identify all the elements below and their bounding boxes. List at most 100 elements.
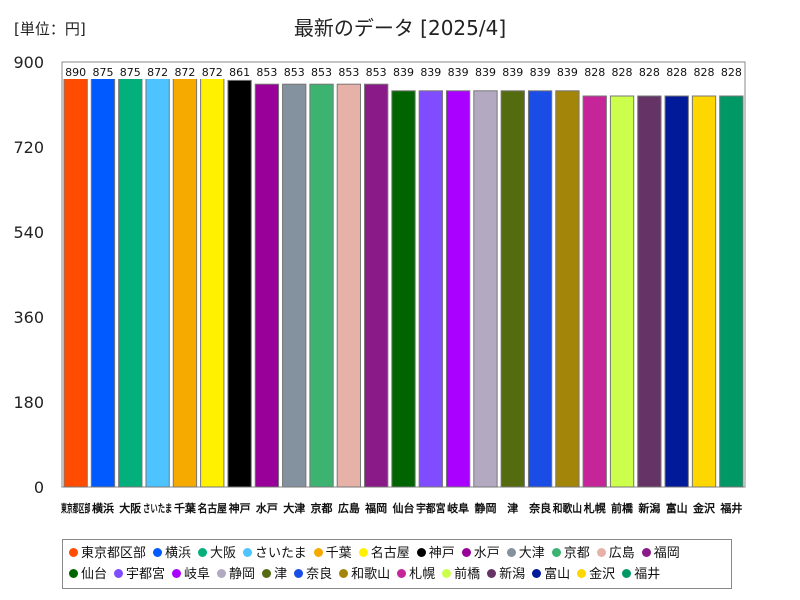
data-label-bg xyxy=(63,63,89,79)
data-label: 853 xyxy=(284,66,305,79)
x-tick-label: 名古屋 xyxy=(198,501,227,515)
x-tick-label: 千葉 xyxy=(174,501,197,515)
legend-marker xyxy=(442,569,452,578)
y-tick-label: 180 xyxy=(13,393,44,412)
legend-marker xyxy=(69,548,78,557)
legend-item: 水戸 xyxy=(461,543,500,564)
legend-marker xyxy=(461,548,471,557)
data-label-bg xyxy=(636,63,663,79)
bar-12 xyxy=(391,90,416,488)
bar-7 xyxy=(254,83,280,488)
x-tick-label: 広島 xyxy=(338,501,360,515)
bar-24 xyxy=(719,95,744,488)
y-tick-label: 540 xyxy=(13,223,44,242)
legend-label: 津 xyxy=(274,567,288,582)
legend-label: 広島 xyxy=(608,546,635,561)
legend-marker xyxy=(294,569,304,578)
legend-label: 新潟 xyxy=(499,567,526,582)
data-label: 853 xyxy=(256,66,277,79)
bar-14 xyxy=(445,90,471,488)
data-label-bg xyxy=(554,63,581,79)
legend-label: 岐阜 xyxy=(184,567,211,582)
legend-label: 横浜 xyxy=(165,546,192,561)
legend-label: 東京都区部 xyxy=(81,546,147,561)
legend-label: 名古屋 xyxy=(370,546,410,561)
legend-label: さいたま xyxy=(255,546,307,561)
data-label: 875 xyxy=(92,66,113,79)
legend-marker xyxy=(358,548,368,557)
legend-marker xyxy=(114,569,124,578)
data-label: 839 xyxy=(475,66,496,79)
legend-marker xyxy=(313,548,323,557)
legend-label: 千葉 xyxy=(325,546,352,561)
data-label-bg xyxy=(336,63,362,79)
legend-marker xyxy=(641,548,651,557)
data-label-bg xyxy=(691,63,717,79)
data-label: 872 xyxy=(174,66,195,79)
bar-11 xyxy=(364,83,389,488)
data-label: 875 xyxy=(120,66,141,79)
bar-15 xyxy=(473,90,498,488)
x-tick-label: 大阪 xyxy=(119,501,142,515)
data-label: 839 xyxy=(530,66,551,79)
data-label-bg xyxy=(527,63,553,79)
data-label: 890 xyxy=(65,66,86,79)
data-label-bg xyxy=(281,63,307,79)
legend-label: 和歌山 xyxy=(351,567,391,582)
data-label: 828 xyxy=(694,66,715,79)
legend-item: 横浜 xyxy=(153,543,191,564)
data-label: 839 xyxy=(393,66,414,79)
legend-label: 京都 xyxy=(563,546,590,561)
legend-item: 東京都区部 xyxy=(69,543,146,564)
x-tick-label: 東京都区部 xyxy=(61,501,90,515)
bar-8 xyxy=(282,83,307,488)
x-tick-label: 金沢 xyxy=(692,501,716,515)
x-tick-label: 静岡 xyxy=(474,501,496,515)
legend-item: 岐阜 xyxy=(172,564,210,585)
bar-13 xyxy=(418,90,443,488)
legend-item: 富山 xyxy=(532,564,570,585)
x-tick-label: 横浜 xyxy=(92,501,114,515)
data-label-bg xyxy=(199,63,225,79)
data-label-bg xyxy=(144,63,171,79)
legend-item: さいたま xyxy=(243,543,307,564)
x-tick-label: 大津 xyxy=(283,501,305,515)
bar-20 xyxy=(609,95,635,488)
x-tick-label: 宇都宮 xyxy=(416,501,445,515)
bar-0 xyxy=(63,66,88,488)
legend-item: 札幌 xyxy=(397,564,435,585)
legend-item: 福井 xyxy=(622,564,660,585)
legend-item: 宇都宮 xyxy=(114,564,165,585)
legend-marker xyxy=(198,548,208,557)
x-tick-label: 津 xyxy=(507,501,518,515)
legend-marker xyxy=(217,569,227,578)
legend-item: 前橋 xyxy=(442,564,480,585)
bar-4 xyxy=(172,74,198,488)
data-label: 839 xyxy=(557,66,578,79)
legend-item: 仙台 xyxy=(69,564,107,585)
x-tick-label: 新潟 xyxy=(638,501,660,515)
data-label: 853 xyxy=(366,66,387,79)
legend-item: 名古屋 xyxy=(358,543,410,564)
data-label: 839 xyxy=(502,66,523,79)
bar-23 xyxy=(691,95,717,488)
legend-label: 前橋 xyxy=(454,567,481,582)
data-label-bg xyxy=(172,63,198,79)
bar-5 xyxy=(200,74,225,488)
legend-marker xyxy=(243,548,253,557)
data-label-bg xyxy=(582,63,608,79)
x-tick-label: 京都 xyxy=(311,501,333,515)
data-label-bg xyxy=(609,63,635,79)
legend-marker xyxy=(172,569,182,578)
legend-marker xyxy=(596,548,606,557)
legend-label: 福岡 xyxy=(653,546,680,561)
legend-item: 大津 xyxy=(506,543,545,564)
x-tick-label: 仙台 xyxy=(393,501,415,515)
bar-6 xyxy=(227,79,252,488)
legend-marker xyxy=(416,548,426,557)
data-label: 828 xyxy=(612,66,633,79)
legend-label: 水戸 xyxy=(473,546,500,561)
legend-item: 金沢 xyxy=(577,564,615,585)
data-label: 872 xyxy=(202,66,223,79)
